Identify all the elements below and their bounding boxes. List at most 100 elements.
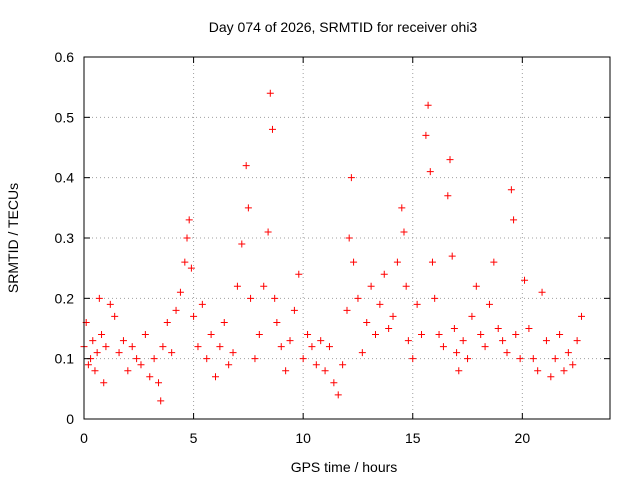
data-point [490,258,498,266]
data-point [428,258,436,266]
data-point [273,318,281,326]
data-point [133,355,141,363]
data-point [418,331,426,339]
data-point [446,156,454,164]
data-point [534,367,542,375]
data-point [376,300,384,308]
data-point [220,318,228,326]
data-point [155,379,163,387]
data-point [163,318,171,326]
data-point [424,101,432,109]
data-point [244,204,252,212]
data-point [450,325,458,332]
data-point [477,331,485,339]
data-point [389,312,397,320]
data-point [260,282,268,290]
data-point [529,355,537,363]
data-point [380,270,388,278]
data-point [212,373,219,381]
chart-title: Day 074 of 2026, SRMTID for receiver ohi… [209,19,478,35]
data-point [402,282,410,290]
data-point [194,343,202,351]
data-point [268,125,276,133]
data-point [247,294,255,302]
data-point [106,300,114,308]
data-point [367,282,375,290]
data-point [187,264,195,272]
data-point [330,379,338,387]
data-point [91,367,99,375]
data-point [507,186,515,194]
y-tick-label: 0.2 [55,290,75,306]
data-point [404,337,412,345]
data-point [233,282,241,290]
data-point [159,343,167,351]
data-point [547,373,555,381]
data-point [89,337,97,345]
data-point [111,312,119,320]
data-point [157,397,165,405]
data-point [503,349,511,357]
data-point [190,312,198,320]
data-point [168,349,176,357]
data-point [453,349,461,357]
data-point [464,355,472,363]
data-point [266,89,274,97]
data-point [358,349,366,357]
data-point [393,258,401,266]
data-point [128,343,136,351]
data-point [354,294,362,302]
data-point [400,228,408,236]
data-point [422,131,430,139]
data-point [225,361,233,369]
data-point [334,391,342,399]
axis-ticks: 0 0.1 0.2 0.3 0.4 0.5 0.6 0 5 10 15 20 [55,49,610,446]
data-point [141,331,149,339]
data-point [271,294,279,302]
data-point [468,312,476,320]
y-tick-label: 0 [66,411,74,427]
data-point [264,228,272,236]
data-point [499,337,507,345]
data-point [312,361,320,369]
data-point [216,343,224,351]
data-point [347,174,355,182]
data-point [198,300,206,308]
data-point [521,276,529,284]
y-tick-label: 0.4 [55,170,75,186]
data-point [119,337,127,345]
data-point [255,331,263,339]
x-tick-label: 0 [80,430,88,446]
data-point [525,325,533,332]
x-tick-label: 5 [190,430,198,446]
data-point [286,337,294,345]
data-point [339,361,347,369]
data-point [564,349,572,357]
data-point [431,294,439,302]
data-point [100,379,108,387]
x-tick-label: 15 [405,430,421,446]
data-point [455,367,463,375]
data-point [538,288,546,296]
data-point [242,162,250,170]
data-point [371,331,379,339]
x-tick-label: 20 [515,430,531,446]
data-point [185,216,193,224]
y-axis-label: SRMTID / TECUs [5,183,21,293]
data-point [569,361,577,369]
data-point [448,252,456,260]
data-point [426,168,434,176]
data-point [317,337,325,345]
data-point [102,343,110,351]
data-point [481,343,489,351]
data-point [95,294,103,302]
grid [84,57,610,419]
data-point [229,349,237,357]
data-point [516,355,524,363]
data-point [137,361,145,369]
data-point [115,349,123,357]
data-point [172,306,180,314]
data-point [350,258,358,266]
data-point [238,240,246,248]
